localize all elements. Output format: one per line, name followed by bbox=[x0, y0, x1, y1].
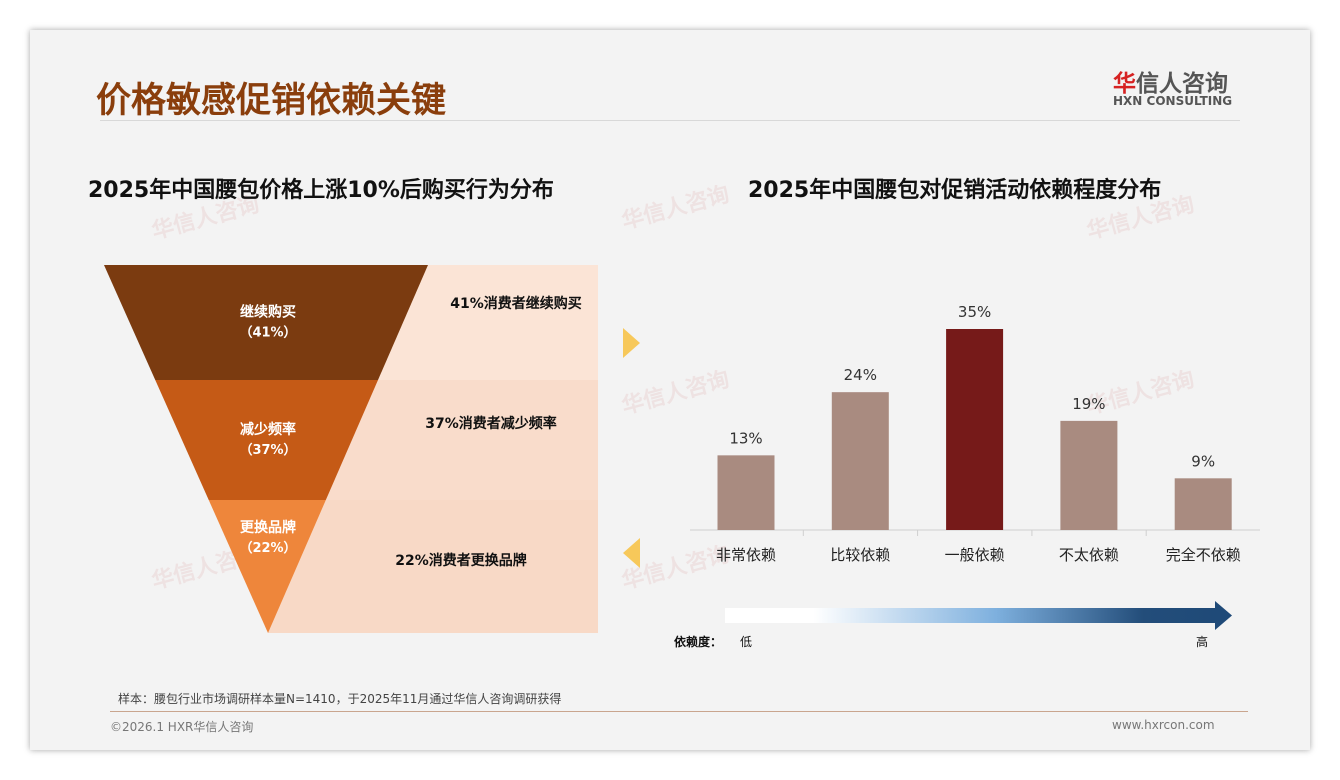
x-tick-label: 比较依赖 bbox=[830, 546, 890, 564]
website-url: www.hxrcon.com bbox=[1112, 718, 1215, 732]
funnel-stage-pct: （22%） bbox=[239, 540, 296, 556]
funnel-desc: 37%消费者减少频率 bbox=[425, 415, 557, 432]
bar bbox=[1174, 478, 1232, 530]
x-tick-label: 不太依赖 bbox=[1059, 546, 1119, 564]
x-tick-label: 一般依赖 bbox=[945, 546, 1005, 564]
x-tick-label: 完全不依赖 bbox=[1166, 546, 1241, 564]
funnel-stage-label: 更换品牌 bbox=[240, 519, 296, 536]
funnel-stage bbox=[155, 380, 378, 500]
divider bbox=[100, 120, 1240, 121]
funnel-stage-pct: （41%） bbox=[239, 325, 296, 341]
bar-data-label: 13% bbox=[729, 429, 762, 447]
funnel-desc: 41%消费者继续购买 bbox=[450, 295, 582, 312]
bar bbox=[831, 392, 889, 530]
logo: 华信人咨询 bbox=[1113, 71, 1228, 97]
bar bbox=[946, 329, 1004, 530]
scale-low: 低 bbox=[740, 635, 752, 649]
funnel-stage bbox=[208, 500, 326, 633]
arrow-head-icon bbox=[1215, 601, 1232, 630]
x-tick-label: 非常依赖 bbox=[716, 546, 776, 564]
funnel-desc: 22%消费者更换品牌 bbox=[395, 552, 527, 569]
funnel-title: 2025年中国腰包价格上涨10%后购买行为分布 bbox=[88, 178, 554, 203]
scale-high: 高 bbox=[1196, 634, 1208, 649]
scale-label: 依赖度： bbox=[674, 634, 722, 649]
footer-divider bbox=[110, 711, 1248, 712]
funnel-band bbox=[268, 500, 598, 633]
funnel-stage bbox=[104, 265, 428, 380]
arrow-right-icon bbox=[623, 328, 640, 358]
bar bbox=[1060, 420, 1118, 530]
bar-chart-title: 2025年中国腰包对促销活动依赖程度分布 bbox=[748, 178, 1162, 203]
copyright: ©2026.1 HXR华信人咨询 bbox=[110, 720, 254, 734]
bar-data-label: 24% bbox=[844, 366, 877, 384]
bar-data-label: 35% bbox=[958, 303, 991, 321]
arrow-left-icon bbox=[623, 538, 640, 568]
page-title: 价格敏感促销依赖关键 bbox=[96, 81, 447, 121]
funnel-stage-label: 减少频率 bbox=[240, 421, 296, 438]
sample-note: 样本：腰包行业市场调研样本量N=1410，于2025年11月通过华信人咨询调研获… bbox=[118, 692, 562, 706]
funnel-stage-pct: （37%） bbox=[239, 442, 296, 458]
bar-data-label: 19% bbox=[1072, 395, 1105, 413]
bar-data-label: 9% bbox=[1191, 452, 1215, 470]
logo-text: HXN CONSULTING bbox=[1113, 94, 1233, 108]
funnel-stage-label: 继续购买 bbox=[240, 304, 296, 321]
dependency-gradient-arrow bbox=[725, 608, 1217, 623]
bar bbox=[717, 455, 775, 530]
